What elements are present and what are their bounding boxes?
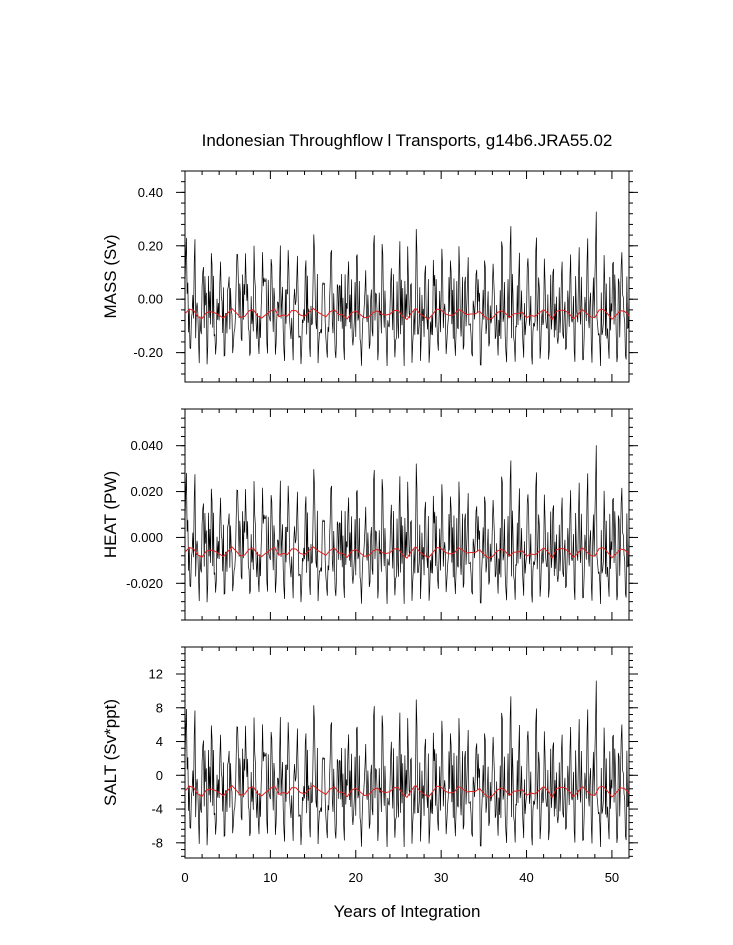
y-tick-label: -0.20 — [133, 345, 163, 360]
y-tick-label: 0.000 — [130, 530, 163, 545]
series-monthly — [184, 445, 630, 604]
x-tick-label: 40 — [519, 870, 533, 885]
series-monthly — [184, 680, 630, 848]
x-tick-label: 20 — [349, 870, 363, 885]
y-tick-label: 12 — [149, 667, 163, 682]
y-tick-label: -8 — [151, 835, 163, 850]
series-monthly — [184, 211, 630, 366]
y-axis-label: HEAT (PW) — [101, 471, 120, 558]
y-tick-label: 0 — [156, 768, 163, 783]
x-tick-label: 0 — [181, 870, 188, 885]
x-tick-label: 10 — [263, 870, 277, 885]
series-annual-mean — [184, 307, 630, 321]
y-tick-label: 0.020 — [130, 484, 163, 499]
y-tick-label: 4 — [156, 734, 163, 749]
x-tick-label: 50 — [605, 870, 619, 885]
y-tick-label: 0.20 — [138, 238, 163, 253]
y-tick-label: 0.040 — [130, 438, 163, 453]
x-axis-label: Years of Integration — [334, 902, 481, 921]
series-annual-mean — [184, 784, 630, 799]
chart-title: Indonesian Throughflow l Transports, g14… — [202, 131, 613, 150]
y-tick-label: 0.00 — [138, 292, 163, 307]
panel-heat: -0.020 0.000 0.020 0.040 HEAT (PW) — [101, 408, 638, 621]
y-tick-label: 0.40 — [138, 185, 163, 200]
y-tick-label: 8 — [156, 700, 163, 715]
y-tick-label: -0.020 — [126, 576, 163, 591]
y-axis-label: MASS (Sv) — [101, 234, 120, 318]
y-tick-label: -4 — [151, 802, 163, 817]
x-tick-label: 30 — [434, 870, 448, 885]
panel-mass: -0.20 0.00 0.20 0.40 MASS (Sv) — [101, 170, 638, 383]
panels-group: -0.20 0.00 0.20 0.40 MASS (Sv) -0.020 0.000 0.0… — [101, 170, 638, 885]
series-annual-mean — [184, 545, 630, 559]
y-axis-label: SALT (Sv*ppt) — [101, 699, 120, 806]
panel-salt: -8 -4 0 4 8 12 SALT (Sv*ppt) — [101, 646, 638, 859]
